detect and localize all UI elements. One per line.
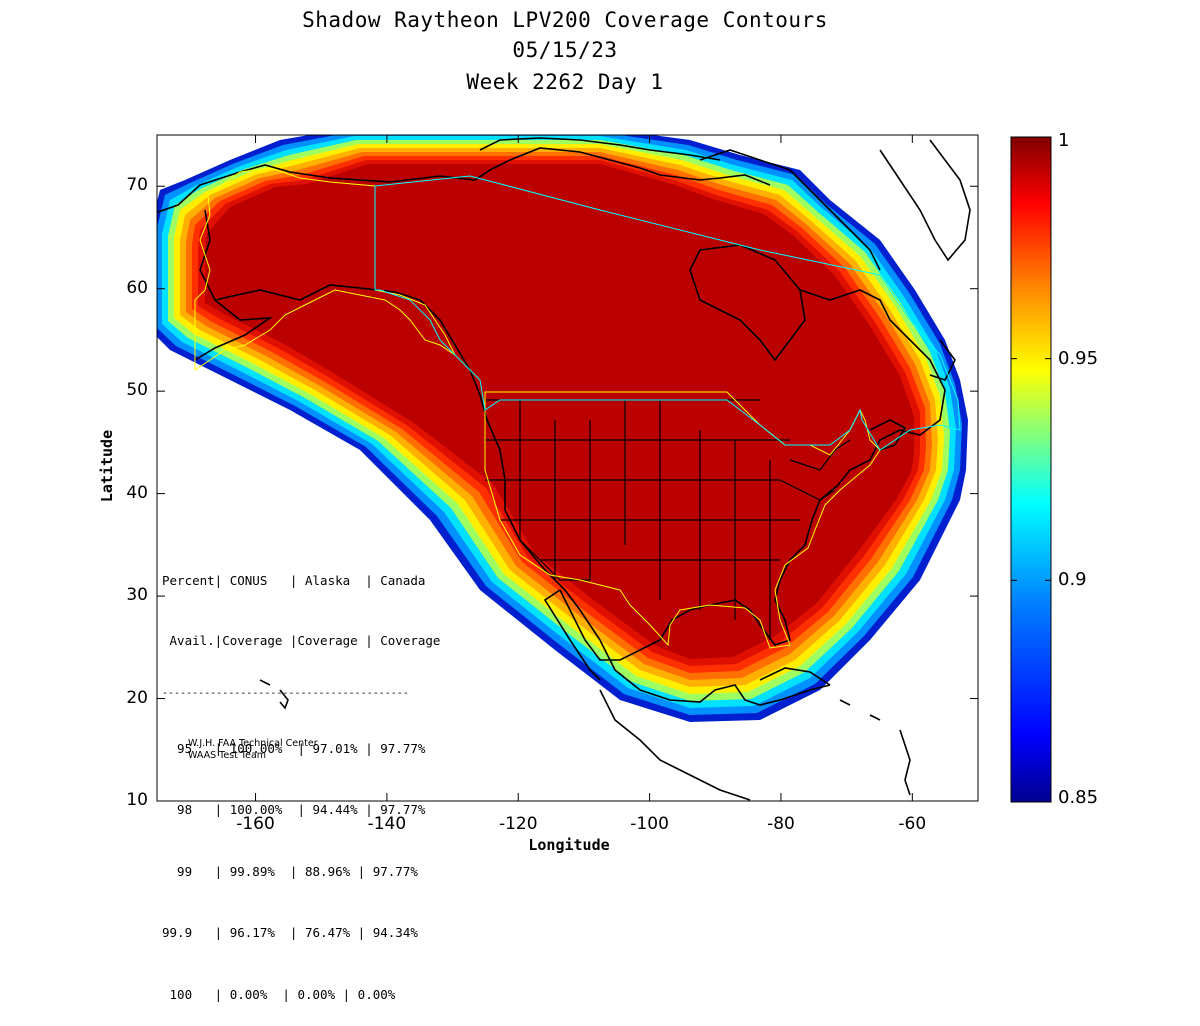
y-tick-marks	[157, 185, 978, 802]
x-tick-marks	[255, 135, 913, 801]
y-tick-label: 70	[126, 175, 148, 196]
x-tick-label: -160	[236, 814, 275, 834]
y-tick-label: 10	[126, 790, 148, 810]
credits-line-2: WAAS Test Team	[188, 750, 267, 761]
stats-row-99: 99 | 99.89% | 88.96% | 97.77%	[162, 863, 418, 879]
service-region-outlines	[194, 167, 961, 649]
y-tick-label: 40	[126, 482, 148, 503]
colorbar	[1010, 136, 1052, 803]
colorbar-tick-label: 1	[1058, 130, 1070, 151]
stats-divider: ----------------------------------------…	[162, 687, 409, 699]
y-axis-label: Latitude	[98, 429, 116, 503]
stats-row-98: 98 | 100.00% | 94.44% | 97.77%	[162, 802, 426, 817]
chart-title: Shadow Raytheon LPV200 Coverage Contours	[302, 8, 828, 32]
coverage-full-region	[205, 164, 914, 659]
x-tick-label: -120	[498, 814, 538, 834]
stats-row-95: 95 | 100.00% | 97.01% | 97.77%	[162, 740, 426, 756]
colorbar-tick-marks	[1011, 136, 1051, 803]
colorbar-tick-label: 0.95	[1058, 347, 1099, 369]
coverage-map	[156, 134, 1052, 803]
colorbar-tick-label: 0.9	[1058, 569, 1087, 591]
y-tick-label: 50	[126, 380, 148, 401]
chart-date: 05/15/23	[512, 38, 618, 62]
stats-header-1: Percent| CONUS | Alaska | Canada	[162, 573, 426, 588]
x-axis-label: Longitude	[528, 836, 610, 854]
y-tick-label: 60	[126, 277, 148, 298]
stats-header-2: Avail.|Coverage |Coverage | Coverage	[162, 632, 441, 648]
colorbar-tick-label: 0.85	[1058, 787, 1099, 808]
y-tick-label: 30	[126, 585, 148, 606]
x-tick-label: -140	[367, 814, 407, 834]
coverage-contours	[157, 135, 971, 801]
stats-row-99-9: 99.9 | 96.17% | 76.47% | 94.34%	[162, 925, 418, 940]
x-tick-label: -100	[630, 814, 669, 834]
stats-row-100: 100 | 0.00% | 0.00% | 0.00%	[162, 986, 396, 1002]
plot-frame	[156, 134, 979, 802]
credits: W.J.H. FAA Technical Center WAAS Test Te…	[188, 738, 318, 762]
x-tick-label: -60	[898, 814, 927, 834]
x-tick-label: -80	[767, 814, 795, 834]
credits-line-1: W.J.H. FAA Technical Center	[188, 738, 318, 749]
coverage-stats-table: Percent| CONUS | Alaska | Canada Avail.|…	[162, 530, 440, 1026]
chart-week-day: Week 2262 Day 1	[466, 70, 664, 94]
y-tick-label: 20	[126, 687, 148, 708]
